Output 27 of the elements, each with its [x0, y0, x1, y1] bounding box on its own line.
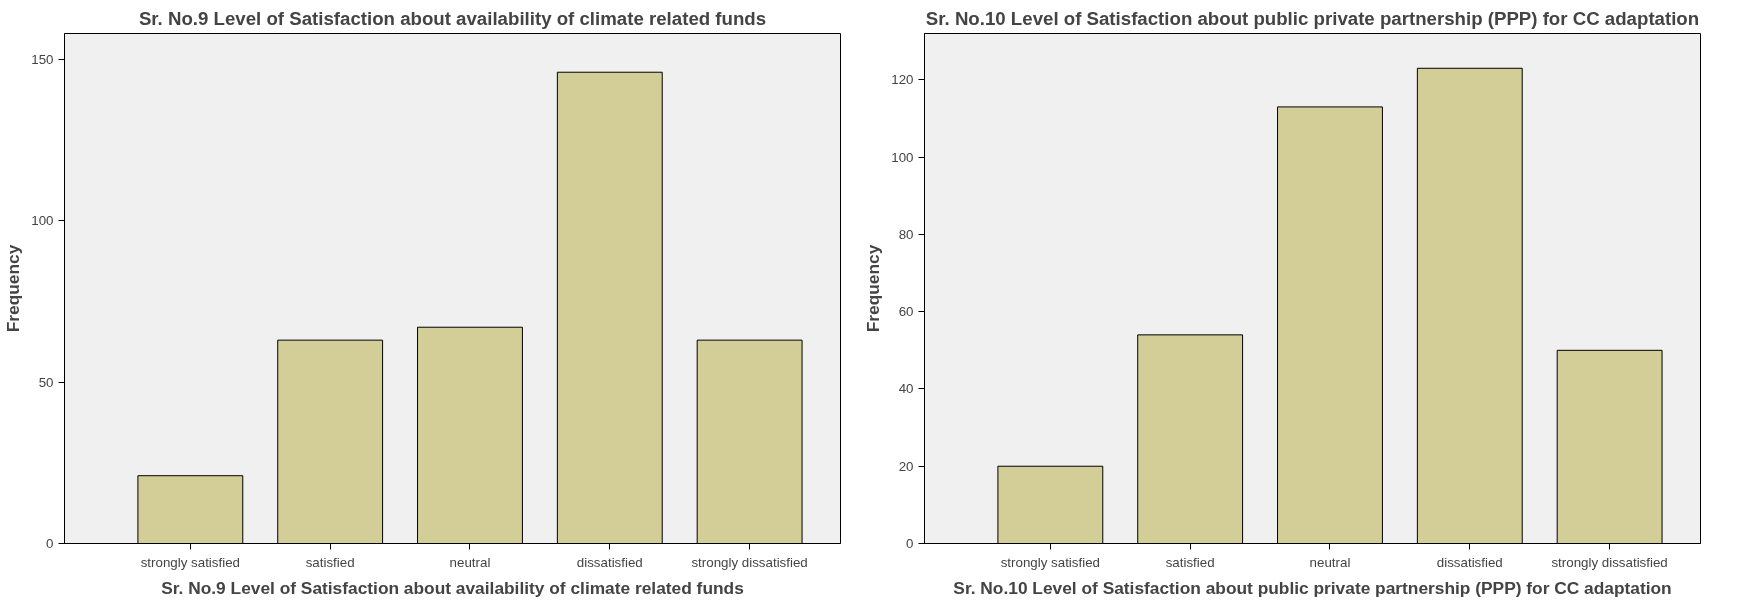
- y-tick-label: 100: [31, 213, 54, 229]
- x-axis-title: Sr. No.10 Level of Satisfaction about public private partnership (PPP) for CC adaptation: [953, 577, 1672, 598]
- x-tick-label: strongly dissatisfied: [1551, 554, 1668, 570]
- y-tick-label: 0: [906, 536, 914, 551]
- chart-title: Sr. No.9 Level of Satisfaction about availability of climate related funds: [138, 7, 767, 29]
- y-axis-title: Frequency: [3, 244, 24, 333]
- x-tick-label: dissatisfied: [1436, 554, 1503, 570]
- y-tick-label: 20: [898, 458, 914, 474]
- chart-title: Sr. No.10 Level of Satisfaction about public private partnership (PPP) for CC adaptation: [925, 7, 1700, 29]
- x-axis-title: Sr. No.9 Level of Satisfaction about availability of climate related funds: [161, 577, 744, 598]
- y-tick-label: 150: [31, 51, 54, 67]
- y-axis-title: Frequency: [863, 244, 884, 333]
- y-tick-label: 40: [898, 381, 914, 397]
- y-tick-label: 50: [38, 374, 54, 390]
- y-tick-label: 80: [898, 226, 914, 242]
- y-tick-label: 60: [898, 304, 914, 320]
- x-tick-label: strongly satisfied: [140, 554, 240, 570]
- x-tick-label: strongly satisfied: [1000, 554, 1100, 570]
- x-tick-label: dissatisfied: [576, 554, 643, 570]
- x-tick-label: satisfied: [305, 554, 355, 570]
- x-tick-label: neutral: [1309, 554, 1351, 570]
- y-tick-label: 100: [891, 149, 914, 165]
- y-tick-label: 0: [46, 536, 54, 551]
- y-tick-label: 120: [891, 72, 914, 88]
- x-tick-label: neutral: [449, 554, 491, 570]
- x-tick-label: strongly dissatisfied: [691, 554, 808, 570]
- x-tick-label: satisfied: [1165, 554, 1215, 570]
